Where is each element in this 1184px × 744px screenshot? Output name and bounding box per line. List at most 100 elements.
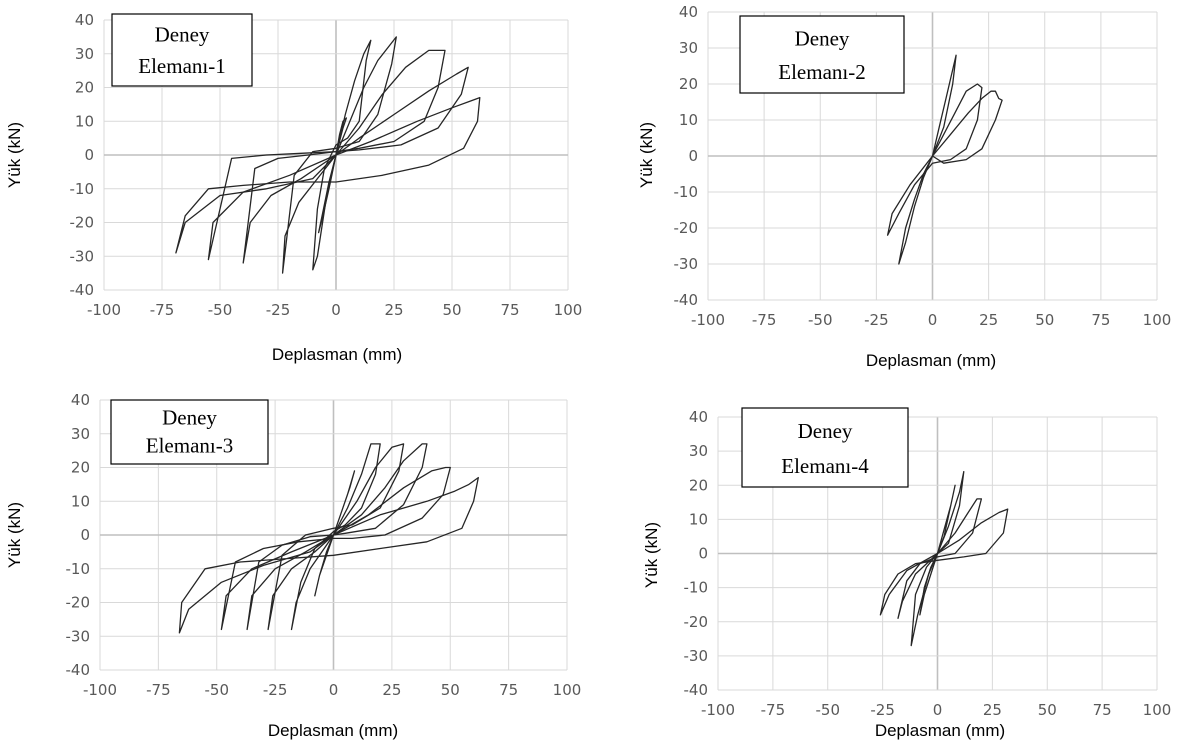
specimen-label-box — [110, 399, 269, 465]
x-tick-label: 75 — [500, 301, 519, 319]
x-tick-label: 50 — [1038, 701, 1057, 719]
x-tick-label: -25 — [870, 701, 895, 719]
y-tick-label: 10 — [71, 492, 90, 510]
x-tick-label: 0 — [329, 681, 339, 699]
x-tick-label: 0 — [928, 311, 938, 329]
y-tick-label: -30 — [684, 647, 709, 665]
x-tick-label: 100 — [1143, 701, 1172, 719]
y-tick-label: -30 — [66, 627, 91, 645]
y-tick-label: 20 — [679, 75, 698, 93]
x-tick-label: 25 — [983, 701, 1002, 719]
x-tick-label: 100 — [1143, 311, 1172, 329]
x-axis-title: Deplasman (mm) — [268, 721, 398, 740]
x-tick-label: 50 — [442, 301, 461, 319]
y-tick-label: 40 — [75, 11, 94, 29]
y-tick-label: 40 — [71, 391, 90, 409]
y-tick-label: 0 — [688, 147, 698, 165]
x-tick-label: 0 — [331, 301, 341, 319]
specimen-label-line: Deney — [795, 26, 850, 50]
x-tick-label: -100 — [87, 301, 121, 319]
y-axis-title: Yük (kN) — [5, 122, 24, 188]
x-tick-label: -100 — [701, 701, 735, 719]
specimen-label-line: Deney — [162, 405, 217, 429]
y-tick-label: -40 — [70, 281, 95, 299]
y-tick-label: -20 — [70, 214, 95, 232]
chart-panel-1: -100 -75 -50 -25 0 25 50 75 100403020100-10-20-3… — [5, 11, 582, 364]
x-tick-label: 25 — [979, 311, 998, 329]
x-tick-label: 75 — [499, 681, 518, 699]
y-tick-label: -20 — [684, 613, 709, 631]
y-tick-label: 30 — [75, 45, 94, 63]
x-tick-label: -75 — [761, 701, 786, 719]
y-tick-label: -40 — [66, 661, 91, 679]
x-tick-label: 50 — [441, 681, 460, 699]
hysteresis-loop-5 — [220, 466, 451, 631]
x-tick-label: -25 — [266, 301, 291, 319]
hysteresis-loop-4 — [246, 443, 428, 631]
x-axis-title: Deplasman (mm) — [875, 721, 1005, 740]
y-tick-label: -30 — [674, 255, 699, 273]
x-tick-label: 100 — [553, 681, 582, 699]
x-tick-label: -75 — [146, 681, 171, 699]
specimen-label-line: Elemanı-4 — [781, 454, 869, 478]
x-tick-label: 0 — [933, 701, 943, 719]
x-tick-label: -75 — [150, 301, 175, 319]
hysteresis-loop-6 — [178, 476, 479, 634]
y-tick-label: -40 — [674, 291, 699, 309]
hysteresis-loop-5 — [207, 66, 469, 261]
x-tick-label: -50 — [208, 301, 233, 319]
x-tick-label: 100 — [554, 301, 583, 319]
y-tick-label: 30 — [71, 425, 90, 443]
x-axis-title: Deplasman (mm) — [866, 351, 996, 370]
x-axis-title: Deplasman (mm) — [272, 345, 402, 364]
x-tick-label: -25 — [864, 311, 889, 329]
specimen-label-box — [741, 407, 909, 488]
hysteresis-loop-4 — [242, 49, 446, 264]
y-tick-label: -20 — [674, 219, 699, 237]
x-tick-label: -100 — [691, 311, 725, 329]
x-tick-label: 75 — [1093, 701, 1112, 719]
specimen-label-line: Deney — [798, 419, 853, 443]
x-tick-label: -50 — [816, 701, 841, 719]
y-axis-title: Yük (kN) — [637, 122, 656, 188]
y-tick-label: 0 — [698, 545, 708, 563]
y-tick-label: 30 — [689, 442, 708, 460]
x-tick-label: 50 — [1035, 311, 1054, 329]
y-tick-label: -40 — [684, 681, 709, 699]
y-tick-label: -20 — [66, 594, 91, 612]
specimen-label-line: Elemanı-3 — [146, 433, 233, 457]
x-tick-label: -50 — [205, 681, 230, 699]
hysteresis-loop-6 — [175, 96, 481, 254]
y-tick-label: -10 — [66, 560, 91, 578]
y-tick-label: 0 — [80, 526, 90, 544]
y-tick-label: 0 — [84, 146, 94, 164]
hysteresis-loop-1 — [898, 54, 957, 265]
specimen-label-line: Elemanı-1 — [138, 54, 225, 78]
y-tick-label: 20 — [689, 476, 708, 494]
hysteresis-loop-4 — [879, 508, 1009, 616]
y-axis-title: Yük (kN) — [5, 502, 24, 568]
y-tick-label: 40 — [679, 3, 698, 21]
hysteresis-loop-3 — [932, 90, 1003, 164]
hysteresis-loop-2 — [886, 83, 983, 236]
y-tick-label: 10 — [679, 111, 698, 129]
x-tick-label: 25 — [384, 301, 403, 319]
y-tick-label: 20 — [75, 79, 94, 97]
specimen-label-line: Deney — [155, 22, 210, 46]
x-tick-label: 25 — [382, 681, 401, 699]
hysteresis-loop-3 — [897, 498, 983, 619]
chart-panel-2: -100 -75 -50 -25 0 25 50 75 100403020100-10-20-3… — [637, 3, 1171, 370]
y-tick-label: -10 — [70, 180, 95, 198]
x-tick-label: 75 — [1091, 311, 1110, 329]
y-tick-label: 10 — [75, 112, 94, 130]
hysteresis-loop-3 — [281, 36, 397, 274]
x-tick-label: -100 — [83, 681, 117, 699]
x-tick-label: -50 — [808, 311, 833, 329]
hysteresis-loop-2 — [290, 443, 381, 631]
chart-panel-4: -100 -75 -50 -25 0 25 50 75 100403020100-10-20-3… — [642, 407, 1172, 740]
y-axis-title: Yük (kN) — [642, 522, 661, 588]
y-tick-label: 40 — [689, 408, 708, 426]
y-tick-label: 20 — [71, 459, 90, 477]
x-tick-label: -25 — [263, 681, 288, 699]
